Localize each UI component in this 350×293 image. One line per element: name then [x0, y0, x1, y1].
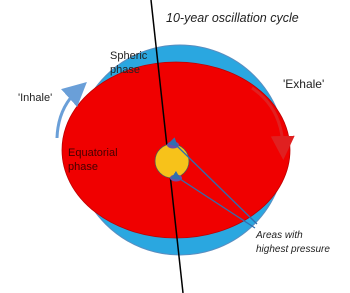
pressure-area [167, 142, 179, 149]
label: Areas with [255, 230, 303, 241]
core [155, 144, 189, 178]
label: phase [110, 64, 140, 76]
title: 10-year oscillation cycle [166, 11, 299, 25]
label: 'Inhale' [18, 92, 52, 104]
label: Equatorial [68, 147, 118, 159]
label: highest pressure [256, 244, 330, 255]
pressure-area [170, 175, 182, 182]
label: 'Exhale' [283, 77, 324, 91]
label: Spheric [110, 50, 148, 62]
diagram: 10-year oscillation cycle Spheric phase … [0, 0, 350, 293]
label: phase [68, 161, 98, 173]
